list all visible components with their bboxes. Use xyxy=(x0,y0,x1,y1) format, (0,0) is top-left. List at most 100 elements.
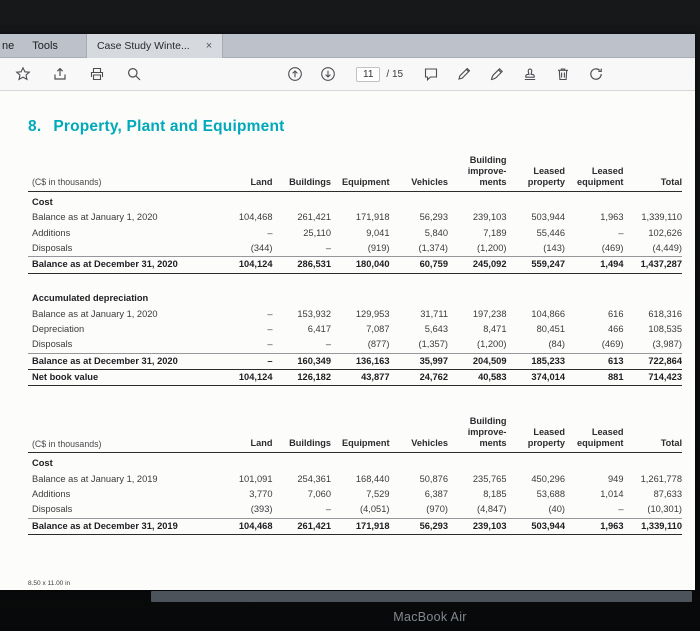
cell-value: 1,963 xyxy=(600,212,624,223)
cell-value: 1,494 xyxy=(565,256,624,274)
cell-value: – xyxy=(565,502,624,519)
cell-value: 245,092 xyxy=(448,256,507,274)
row-label: Balance as at December 31, 2020 xyxy=(28,353,214,370)
column-header: Total xyxy=(623,416,682,454)
cell-value: 8,185 xyxy=(483,488,507,499)
cell-value: 31,711 xyxy=(420,308,448,319)
menu-tools[interactable]: Tools xyxy=(32,39,58,52)
column-header: Leased equipment xyxy=(565,155,624,192)
device-brand-label: MacBook Air xyxy=(393,610,467,624)
comment-icon[interactable] xyxy=(422,65,440,83)
cell-value: 1,339,110 xyxy=(623,518,682,535)
trash-icon[interactable] xyxy=(554,65,572,83)
cell-value: 25,110 xyxy=(303,227,331,238)
ppe-table-2020: (C$ in thousands) Land Buildings Equipment V… xyxy=(28,155,682,387)
table-row: Balance as at December 31, 2020 104,124 28… xyxy=(28,256,682,274)
row-label: Balance as at January 1, 2020 xyxy=(32,212,158,223)
section-label: Cost xyxy=(32,196,53,207)
share-upload-icon[interactable] xyxy=(51,65,69,83)
cell-value: (3,987) xyxy=(623,337,682,354)
column-header: Equipment xyxy=(331,155,390,192)
document-tab[interactable]: Case Study Winte... × xyxy=(85,33,224,58)
cell-value: (1,357) xyxy=(389,337,448,354)
cell-value: 7,060 xyxy=(307,488,331,499)
cell-value: 168,440 xyxy=(355,473,390,484)
row-label: Disposals xyxy=(28,337,214,354)
cell-value: 5,840 xyxy=(424,227,448,238)
unit-label: (C$ in thousands) xyxy=(28,416,214,454)
table-row: Additions 3,770 7,060 7,529 6,387 8,185 53,688… xyxy=(28,487,682,502)
cell-value: 7,189 xyxy=(483,227,507,238)
pencil-edit-icon[interactable] xyxy=(455,65,473,83)
cell-value: 613 xyxy=(565,353,624,370)
cell-value: 7,529 xyxy=(366,488,390,499)
row-label: Balance as at December 31, 2020 xyxy=(28,256,214,274)
column-header: Equipment xyxy=(331,416,390,454)
section-number: 8. xyxy=(28,118,42,135)
tab-close-icon[interactable]: × xyxy=(205,39,213,52)
stamp-icon[interactable] xyxy=(521,65,539,83)
cell-value: 171,918 xyxy=(331,518,390,535)
cell-value: 153,932 xyxy=(297,308,331,319)
section-title: Property, Plant and Equipment xyxy=(53,118,285,135)
cell-value: 7,087 xyxy=(366,323,390,334)
cell-value: – xyxy=(618,227,624,238)
column-header: Vehicles xyxy=(389,155,448,192)
cell-value: – xyxy=(272,502,331,519)
menu-home-partial[interactable]: ne xyxy=(2,39,15,52)
table-row: Net book value 104,124 126,182 43,877 24,762… xyxy=(28,369,682,387)
cell-value: 949 xyxy=(607,473,624,484)
page-indicator: 11 / 15 xyxy=(356,66,403,82)
cell-value: 1,261,778 xyxy=(640,473,682,484)
page-number-input[interactable]: 11 xyxy=(356,66,381,82)
cell-value: 60,759 xyxy=(389,256,448,274)
column-header: Vehicles xyxy=(389,416,448,454)
cell-value: 6,387 xyxy=(424,488,448,499)
cell-value: – xyxy=(267,323,273,334)
cell-value: 254,361 xyxy=(297,473,331,484)
table-row: Balance as at December 31, 2019 104,468 26… xyxy=(28,518,682,535)
cell-value: 239,103 xyxy=(448,518,507,535)
print-icon[interactable] xyxy=(88,65,106,83)
toolbar-left-group xyxy=(14,58,143,90)
cell-value: (970) xyxy=(389,502,448,519)
search-icon[interactable] xyxy=(125,65,143,83)
cell-value: 104,468 xyxy=(214,518,273,535)
cell-value: 101,091 xyxy=(238,473,273,484)
page-up-icon[interactable] xyxy=(286,65,304,83)
cell-value: (40) xyxy=(506,502,565,519)
cell-value: 126,182 xyxy=(272,369,331,387)
fill-and-sign-icon[interactable] xyxy=(488,65,506,83)
cell-value: 559,247 xyxy=(506,256,565,274)
cell-value: 8,471 xyxy=(483,323,507,334)
star-icon[interactable] xyxy=(14,65,32,83)
cell-value: 1,014 xyxy=(600,488,624,499)
cell-value: 56,293 xyxy=(419,212,448,223)
cell-value: – xyxy=(214,337,273,354)
cell-value: (4,449) xyxy=(623,240,682,258)
cell-value: 197,238 xyxy=(472,308,507,319)
table-row xyxy=(28,273,682,288)
cell-value: (919) xyxy=(331,240,390,258)
cell-value: 261,421 xyxy=(272,518,331,535)
cell-value: 43,877 xyxy=(331,369,390,387)
cell-value: (1,200) xyxy=(448,240,507,258)
rotate-icon[interactable] xyxy=(587,65,605,83)
cell-value: (877) xyxy=(331,337,390,354)
row-label: Depreciation xyxy=(32,323,85,334)
pdf-toolbar: 11 / 15 xyxy=(0,58,695,91)
column-header: Leased equipment xyxy=(565,416,624,454)
unit-label: (C$ in thousands) xyxy=(28,155,214,192)
table-row: Disposals (344) – (919) (1,374) (1,200) (143)(… xyxy=(28,240,682,258)
column-header: Total xyxy=(623,155,682,192)
cell-value: 87,633 xyxy=(653,488,682,499)
ppe-table-2019: (C$ in thousands) Land Buildings Equipment V… xyxy=(28,416,682,535)
cell-value: 104,124 xyxy=(214,369,273,387)
page-down-icon[interactable] xyxy=(319,65,337,83)
cell-value: 129,953 xyxy=(355,308,390,319)
cell-value: 618,316 xyxy=(648,308,682,319)
column-header: Land xyxy=(214,416,273,454)
row-label: Disposals xyxy=(28,240,214,258)
row-label: Balance as at January 1, 2019 xyxy=(32,473,158,484)
cell-value: 235,765 xyxy=(472,473,507,484)
